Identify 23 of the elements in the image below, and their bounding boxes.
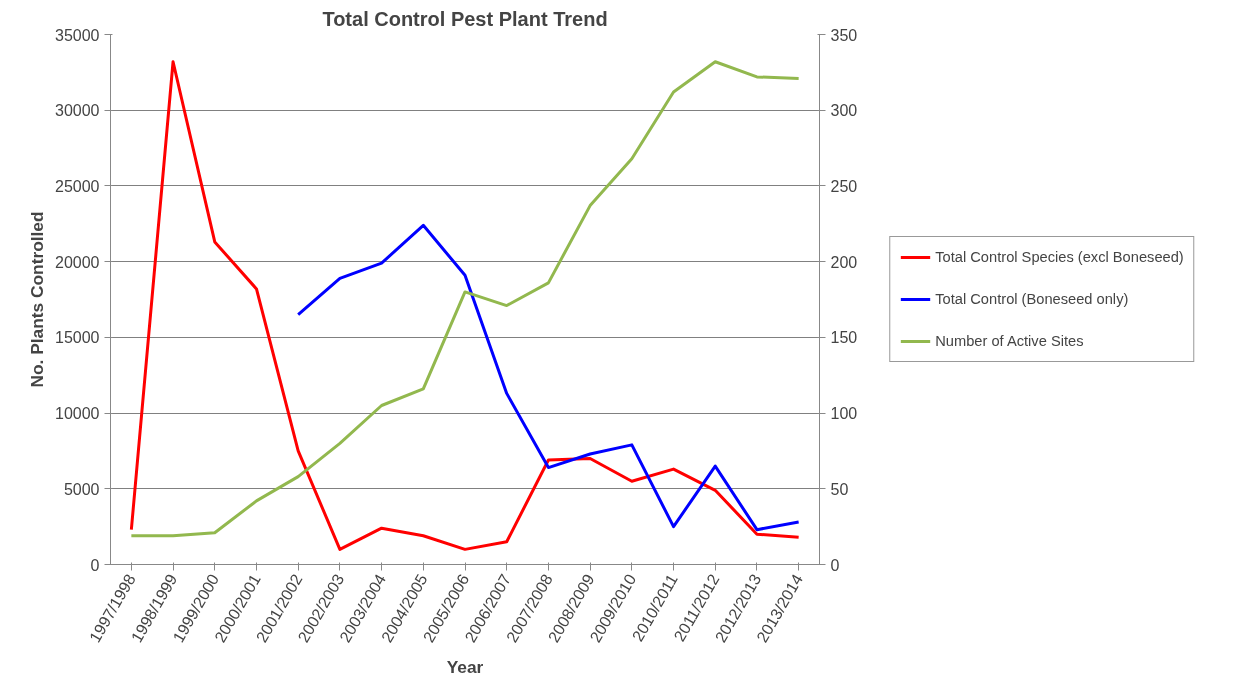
y2-tick-label: 0 [830, 556, 840, 574]
legend-label: Total Control (Boneseed only) [935, 291, 1129, 307]
legend-label: Total Control Species (excl Boneseed) [935, 249, 1184, 265]
y-tick-label: 15000 [55, 329, 100, 347]
y-tick-label: 5000 [63, 480, 100, 498]
y2-tick-label: 200 [830, 253, 858, 271]
y-tick-label: 10000 [55, 405, 100, 423]
legend-label: Number of Active Sites [935, 333, 1084, 349]
y2-tick-label: 250 [830, 177, 858, 195]
y-tick-label: 25000 [55, 177, 100, 195]
x-axis-title: Year [446, 657, 484, 678]
chart-title: Total Control Pest Plant Trend [322, 7, 608, 30]
y2-tick-label: 50 [830, 480, 849, 498]
y-tick-label: 20000 [55, 253, 100, 271]
y2-tick-label: 350 [830, 26, 858, 44]
y-tick-label: 30000 [55, 102, 100, 120]
y2-tick-label: 150 [830, 329, 858, 347]
y2-tick-label: 300 [830, 102, 858, 120]
y-tick-label: 0 [90, 556, 100, 574]
y-axis-title: No. Plants Controlled [27, 211, 48, 388]
y-tick-label: 35000 [55, 26, 100, 44]
y2-tick-label: 100 [830, 405, 858, 423]
line-series [296, 223, 801, 532]
